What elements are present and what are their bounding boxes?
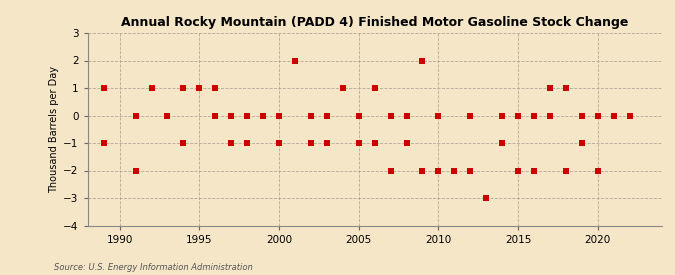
Point bbox=[481, 196, 491, 200]
Point bbox=[608, 113, 619, 118]
Point bbox=[369, 141, 380, 145]
Point bbox=[529, 113, 539, 118]
Point bbox=[624, 113, 635, 118]
Point bbox=[465, 168, 476, 173]
Point bbox=[545, 113, 556, 118]
Point bbox=[449, 168, 460, 173]
Point bbox=[465, 113, 476, 118]
Point bbox=[433, 168, 443, 173]
Point bbox=[225, 113, 236, 118]
Point bbox=[513, 168, 524, 173]
Point bbox=[321, 141, 332, 145]
Point bbox=[321, 113, 332, 118]
Point bbox=[401, 113, 412, 118]
Point bbox=[353, 113, 364, 118]
Point bbox=[162, 113, 173, 118]
Point bbox=[545, 86, 556, 90]
Point bbox=[306, 141, 317, 145]
Point bbox=[290, 58, 300, 63]
Point bbox=[273, 141, 284, 145]
Point bbox=[242, 141, 252, 145]
Point bbox=[225, 141, 236, 145]
Point bbox=[242, 113, 252, 118]
Point bbox=[593, 113, 603, 118]
Point bbox=[497, 113, 508, 118]
Title: Annual Rocky Mountain (PADD 4) Finished Motor Gasoline Stock Change: Annual Rocky Mountain (PADD 4) Finished … bbox=[121, 16, 628, 29]
Point bbox=[576, 141, 587, 145]
Point bbox=[529, 168, 539, 173]
Text: Source: U.S. Energy Information Administration: Source: U.S. Energy Information Administ… bbox=[54, 263, 252, 272]
Point bbox=[194, 86, 205, 90]
Point bbox=[593, 168, 603, 173]
Point bbox=[497, 141, 508, 145]
Point bbox=[338, 86, 348, 90]
Point bbox=[146, 86, 157, 90]
Point bbox=[130, 168, 141, 173]
Point bbox=[417, 58, 428, 63]
Point bbox=[210, 86, 221, 90]
Point bbox=[513, 113, 524, 118]
Point bbox=[369, 86, 380, 90]
Point bbox=[258, 113, 269, 118]
Point bbox=[560, 168, 571, 173]
Point bbox=[130, 113, 141, 118]
Point bbox=[258, 113, 269, 118]
Point bbox=[401, 141, 412, 145]
Point bbox=[560, 86, 571, 90]
Point bbox=[417, 168, 428, 173]
Point bbox=[178, 141, 189, 145]
Point bbox=[385, 113, 396, 118]
Point bbox=[273, 113, 284, 118]
Point bbox=[99, 141, 109, 145]
Y-axis label: Thousand Barrels per Day: Thousand Barrels per Day bbox=[49, 66, 59, 193]
Point bbox=[576, 113, 587, 118]
Point bbox=[306, 113, 317, 118]
Point bbox=[624, 113, 635, 118]
Point bbox=[210, 113, 221, 118]
Point bbox=[99, 86, 109, 90]
Point bbox=[353, 141, 364, 145]
Point bbox=[433, 113, 443, 118]
Point bbox=[178, 86, 189, 90]
Point bbox=[608, 113, 619, 118]
Point bbox=[385, 168, 396, 173]
